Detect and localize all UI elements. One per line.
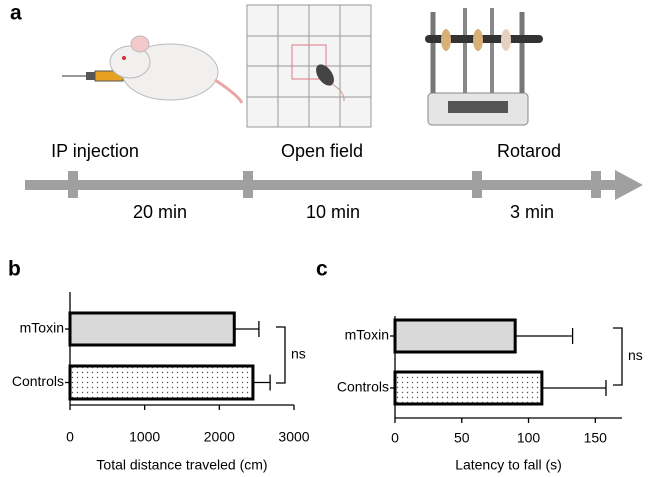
y-tick-label: mToxin bbox=[20, 320, 64, 336]
open-field-illustration bbox=[246, 4, 372, 128]
x-tick-label: 0 bbox=[391, 430, 399, 446]
x-tick-label: 150 bbox=[584, 430, 608, 446]
bar bbox=[68, 364, 255, 401]
timeline-arrow bbox=[25, 170, 643, 200]
y-tick-label: mToxin bbox=[345, 327, 389, 343]
bar bbox=[393, 318, 517, 354]
significance-bracket bbox=[276, 326, 286, 384]
panel-label: c bbox=[316, 258, 328, 281]
x-tick-label: 2000 bbox=[204, 429, 235, 445]
x-tick-label: 1000 bbox=[129, 429, 160, 445]
x-axis-label: Latency to fall (s) bbox=[455, 457, 562, 473]
x-axis-label: Total distance traveled (cm) bbox=[96, 457, 267, 473]
stage-label: Rotarod bbox=[497, 141, 561, 161]
significance-label: ns bbox=[291, 346, 306, 362]
rotarod-illustration bbox=[425, 8, 543, 126]
panel-label: a bbox=[10, 2, 22, 25]
interval-label: 20 min bbox=[133, 202, 187, 222]
y-tick-label: Controls bbox=[12, 373, 64, 389]
interval-label: 3 min bbox=[510, 202, 554, 222]
bar bbox=[393, 370, 544, 406]
x-tick-label: 3000 bbox=[278, 429, 309, 445]
x-tick-label: 0 bbox=[66, 429, 74, 445]
panel-label: b bbox=[8, 258, 21, 281]
mouse-illustration bbox=[62, 35, 244, 104]
x-tick-label: 100 bbox=[517, 430, 541, 446]
significance-label: ns bbox=[628, 347, 643, 363]
stage-label: IP injection bbox=[51, 141, 139, 161]
x-tick-label: 50 bbox=[454, 430, 470, 446]
stage-label: Open field bbox=[281, 141, 363, 161]
y-tick-label: Controls bbox=[337, 379, 389, 395]
interval-label: 10 min bbox=[306, 202, 360, 222]
bar bbox=[68, 311, 236, 347]
significance-bracket bbox=[613, 327, 623, 386]
